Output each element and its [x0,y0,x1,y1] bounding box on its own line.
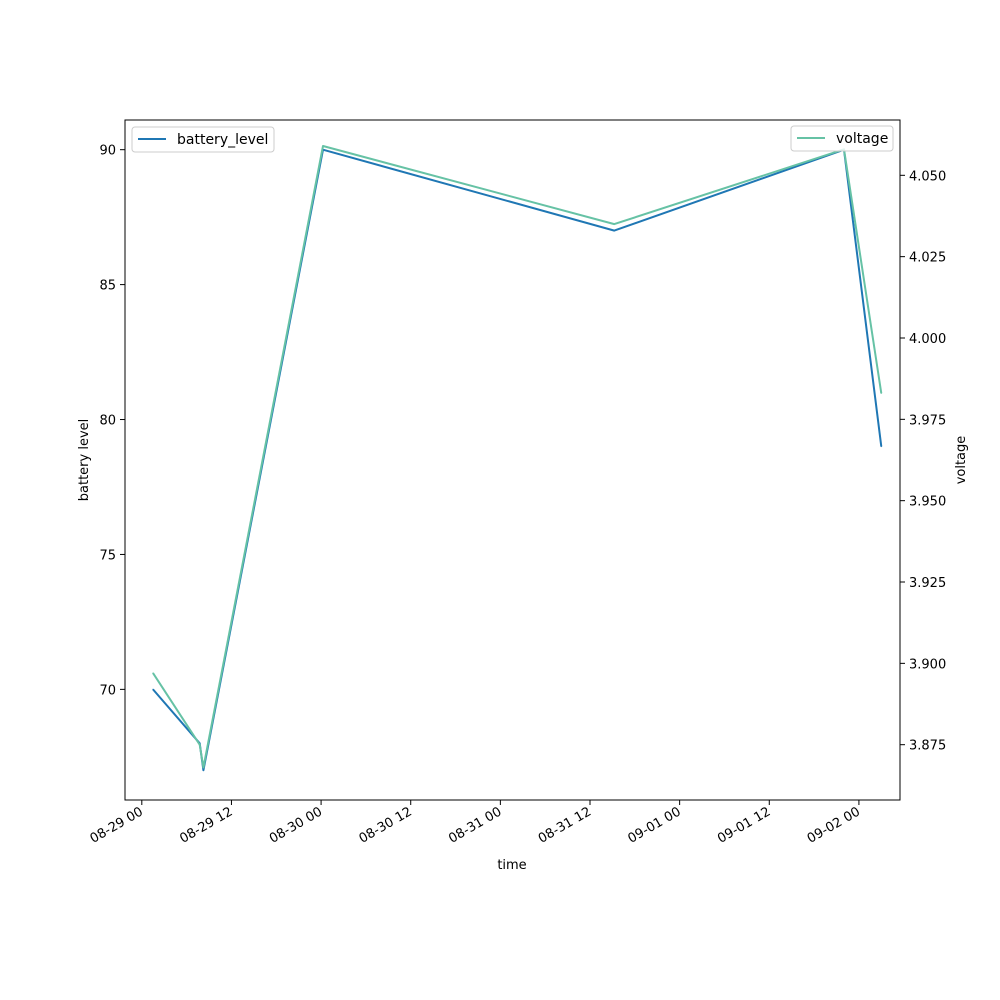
x-axis-label: time [497,858,526,873]
data-point-voltage [199,744,201,746]
y2-tick-label: 4.000 [909,332,946,347]
legend-voltage: voltage [790,125,894,152]
plot-frame [124,119,901,801]
data-point-battery-level [880,445,882,448]
y-tick-label: 75 [99,548,116,563]
y-tick-label: 85 [99,279,116,294]
y2-tick-label: 3.875 [909,739,946,754]
data-point-voltage [202,766,204,769]
y-tick-label: 90 [99,144,116,159]
y2-tick-label: 4.050 [909,169,946,184]
y2-tick-label: 3.975 [909,413,946,428]
legend-label-voltage: voltage [836,131,888,147]
data-point-battery-level [152,688,154,691]
y2-tick-label: 4.025 [909,251,946,266]
y-tick-label: 80 [99,414,116,429]
data-point-battery-level [202,769,204,771]
legend-battery-level: battery_level [131,126,275,153]
y2-tick-label: 3.925 [909,576,946,591]
data-point-voltage [880,392,882,394]
y-axis-label: battery level [77,419,92,502]
y2-tick-label: 3.900 [909,657,946,672]
y-axis-right: 3.875 3.900 3.925 3.950 3.975 4.000 4.025 4.050 [900,169,946,754]
data-point-voltage [152,672,154,674]
data-point-battery-level [613,230,615,232]
y-tick-label: 70 [99,683,116,698]
legend-box [790,125,894,152]
data-point-voltage [322,145,324,147]
legend-box [131,126,275,153]
legend-label-battery-level: battery_level [177,132,268,148]
y2-tick-label: 3.950 [909,495,946,510]
y-axis-left: 70 75 80 85 90 [99,144,125,698]
y2-axis-label: voltage [954,436,969,485]
data-point-voltage [613,223,615,225]
